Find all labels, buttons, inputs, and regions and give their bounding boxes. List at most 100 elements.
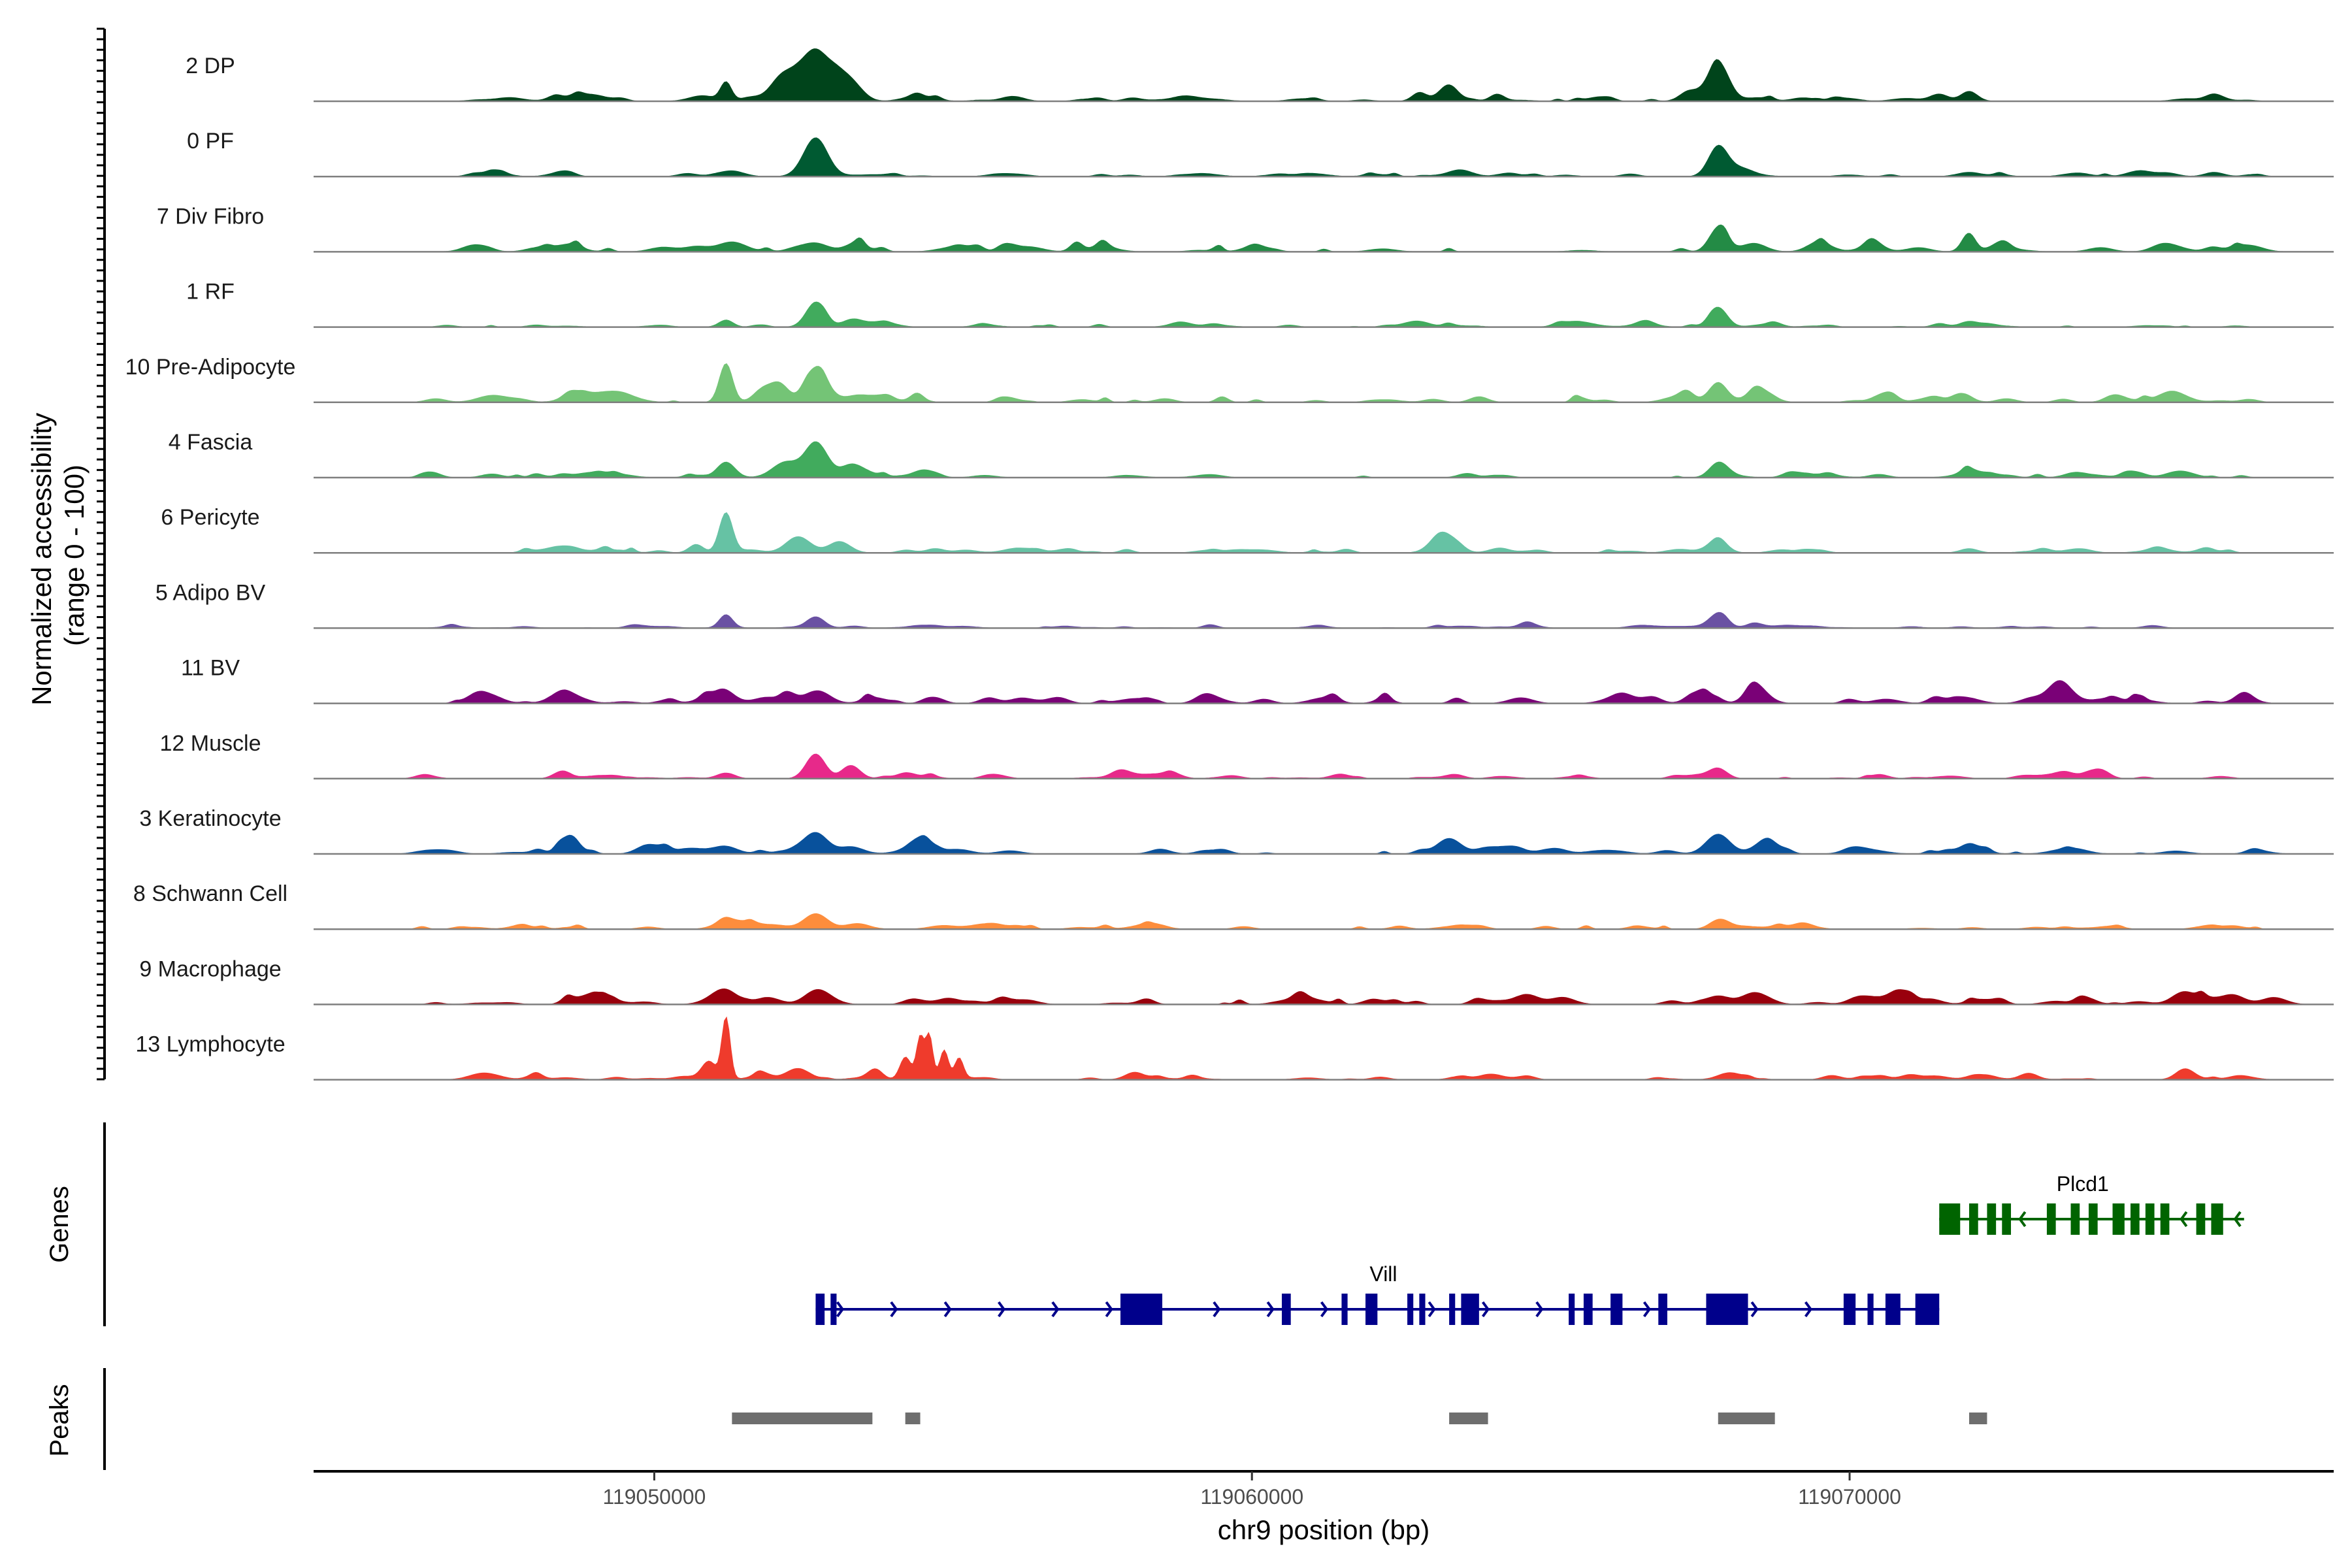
exon [1569,1294,1575,1325]
track-label: 13 Lymphocyte [135,1032,285,1057]
track-label: 11 BV [181,656,240,681]
exon [2002,1203,2012,1235]
exon [1915,1294,1940,1325]
track-12-muscle: 12 Muscle [160,731,2334,780]
track-13-lymphocyte: 13 Lymphocyte [135,1016,2334,1081]
y-axis [97,27,106,1081]
exon [2196,1203,2206,1235]
coverage-area [314,832,2334,855]
track-10-pre-adipocyte: 10 Pre-Adipocyte [125,355,2334,404]
strand-arrow [943,1301,952,1318]
track-5-adipo-bv: 5 Adipo BV [155,580,2334,629]
strand-arrow [1804,1301,1813,1318]
track-3-keratinocyte: 3 Keratinocyte [139,806,2334,855]
genes-panel: Genes Vill Plcd1 [45,1122,2244,1326]
track-0-pf: 0 PF [187,129,2334,178]
track-8-schwann-cell: 8 Schwann Cell [133,881,2334,930]
coverage-area [314,137,2334,177]
coverage-area [314,753,2334,779]
coverage-area [314,363,2334,403]
exon [830,1294,837,1325]
exon [1885,1294,1901,1325]
track-label: 0 PF [187,129,234,154]
track-9-macrophage: 9 Macrophage [139,956,2334,1005]
y-axis-title-line2: (range 0 - 100) [59,465,90,646]
track-label: 10 Pre-Adipocyte [125,355,296,380]
coverage-area [314,988,2334,1005]
track-label: 9 Macrophage [139,956,281,981]
x-tick-label: 119050000 [603,1485,706,1509]
x-axis-title: chr9 position (bp) [1218,1514,1430,1545]
x-axis-ticks: 119050000 119060000 119070000 [603,1471,1901,1509]
track-1-rf: 1 RF [186,280,2334,328]
coverage-area [314,612,2334,629]
coverage-area [314,913,2334,930]
exon [1939,1203,1961,1235]
exon [1461,1294,1479,1325]
gene-label: Plcd1 [2057,1172,2109,1196]
exon [1987,1203,1997,1235]
strand-arrow [1213,1301,1221,1318]
gene-models: Vill Plcd1 [815,1172,2244,1325]
track-label: 1 RF [186,280,235,304]
exon [1449,1294,1456,1325]
peak-region [1718,1413,1775,1424]
track-4-fascia: 4 Fascia [169,430,2334,479]
strand-arrow [1642,1301,1652,1318]
track-label: 3 Keratinocyte [139,806,281,831]
strand-arrow [1428,1301,1436,1318]
peaks-panel-label: Peaks [45,1384,74,1456]
strand-arrow [1051,1301,1060,1318]
exon [1843,1294,1856,1325]
strand-arrow [1750,1301,1759,1318]
exon [1419,1294,1426,1325]
strand-arrow [1535,1301,1544,1318]
y-axis-title-line1: Normalized accessibility [26,413,57,706]
exon [2070,1203,2080,1235]
exon [1706,1294,1748,1325]
exon [1610,1294,1623,1325]
strand-arrow [1266,1301,1275,1318]
peaks-panel: Peaks [45,1368,1987,1470]
coverage-tracks: 2 DP 0 PF 7 Div Fibro 1 RF 10 Pre-Adipocyte 4… [125,48,2334,1081]
peak-region [1968,1413,1987,1424]
strand-arrow [997,1301,1006,1318]
track-6-pericyte: 6 Pericyte [161,505,2334,554]
genes-panel-label: Genes [45,1186,74,1263]
x-axis: 119050000 119060000 119070000 chr9 positio… [314,1470,2334,1545]
exon [2145,1203,2155,1235]
exon [1120,1294,1163,1325]
exon [1658,1294,1668,1325]
track-2-dp: 2 DP [186,48,2334,103]
exon [1867,1294,1874,1325]
exon [1365,1294,1378,1325]
y-axis-title: Normalized accessibility (range 0 - 100) [26,405,90,706]
strand-arrow [1320,1301,1329,1318]
track-label: 4 Fascia [169,430,253,455]
exon [2088,1203,2098,1235]
exon [1341,1294,1348,1325]
track-label: 8 Schwann Cell [133,881,287,906]
strand-arrow [1105,1301,1113,1318]
strand-arrow [890,1301,898,1318]
exon [2112,1203,2125,1235]
x-tick-label: 119070000 [1798,1485,1901,1509]
track-label: 12 Muscle [160,731,261,756]
strand-arrow [2180,1211,2188,1228]
gene-label: Vill [1369,1262,1397,1286]
gene-vill: Vill [815,1262,1940,1325]
exon [1281,1294,1291,1325]
coverage-area [314,301,2334,328]
coverage-area [314,48,2334,102]
coverage-area [314,224,2334,252]
track-label: 7 Div Fibro [157,204,264,229]
peak-regions [732,1413,1987,1424]
exon [815,1294,825,1325]
peak-region [732,1413,873,1424]
exon [2046,1203,2056,1235]
exon [2160,1203,2170,1235]
strand-arrow [1481,1301,1490,1318]
strand-arrow [2233,1211,2242,1228]
peak-region [1449,1413,1488,1424]
